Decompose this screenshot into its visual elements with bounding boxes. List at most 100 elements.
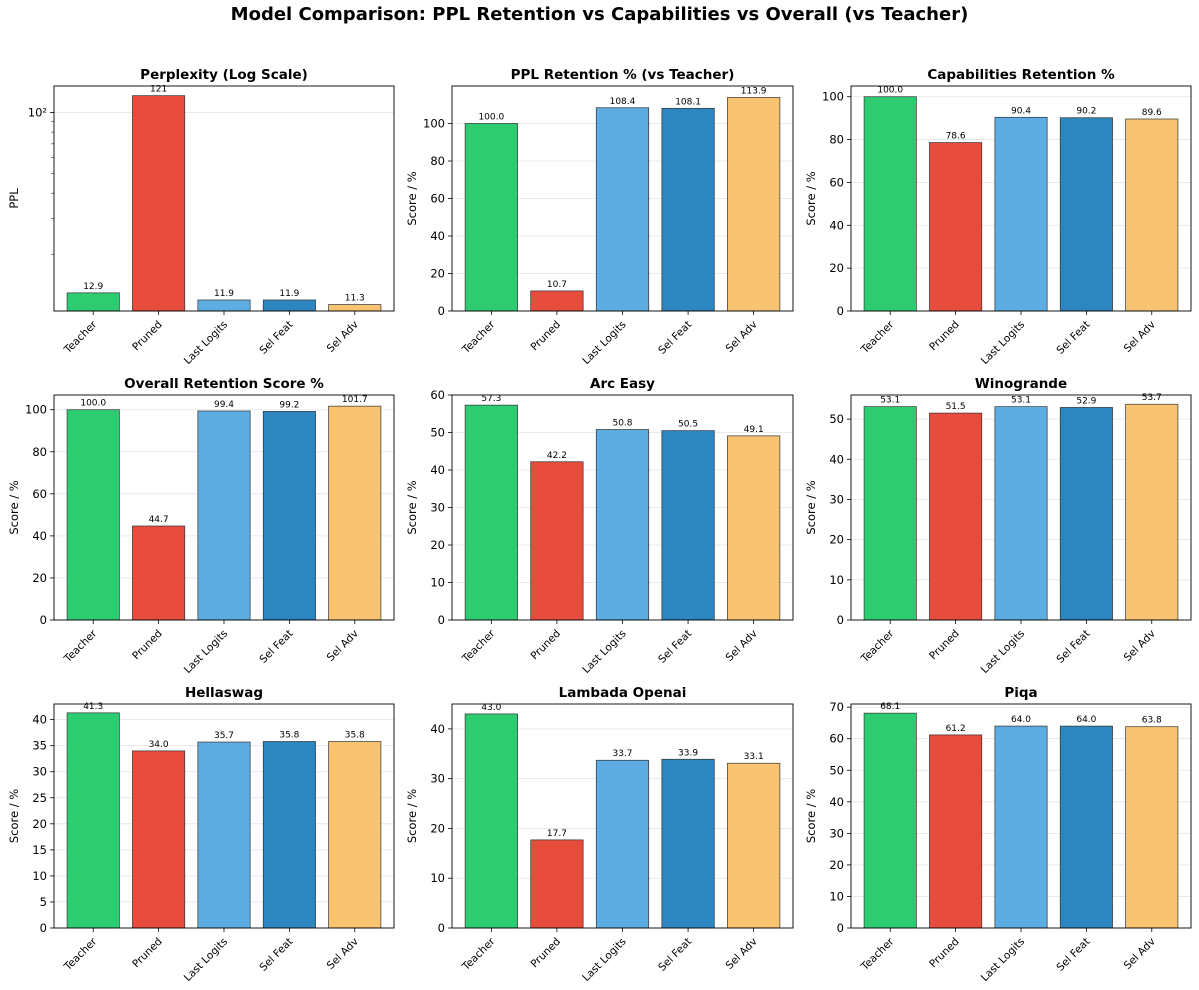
bar [132,95,186,312]
y-tick-label: 100 [25,403,47,417]
bar-value-label: 53.1 [1011,396,1031,406]
y-tick-label: 40 [829,218,844,232]
bar [863,406,917,621]
y-tick-label: 40 [430,463,445,477]
bar [66,292,120,312]
x-tick-label: Last Logits [182,628,230,676]
y-tick-label: 100 [423,117,445,131]
bar-value-label: 101.7 [342,395,368,405]
x-tick-label: Last Logits [580,319,628,367]
x-tick-label: Last Logits [979,628,1027,676]
chart-title: Overall Retention Score % [124,376,324,392]
x-tick-label: Teacher [459,627,497,665]
bar [464,713,518,929]
bar [929,412,983,621]
bar-value-label: 64.0 [1076,715,1096,725]
bar [197,741,251,929]
y-tick-label: 60 [430,192,445,206]
y-tick-label: 10 [829,889,844,903]
x-tick-label: Sel Feat [257,319,295,357]
x-tick-label: Sel Feat [656,319,694,357]
axes-frame [451,85,794,312]
bar-value-label: 12.9 [83,282,103,292]
bar-value-label: 11.9 [279,289,299,299]
y-tick-label: 10² [28,105,47,119]
bar-value-label: 57.3 [481,394,501,404]
y-tick-label: 35 [32,739,47,753]
bar-value-label: 90.2 [1076,107,1096,117]
bar [132,525,186,621]
x-tick-label: Sel Feat [656,628,694,666]
y-tick-label: 60 [430,388,445,402]
x-tick-label: Sel Adv [724,319,760,355]
y-tick-label: 0 [438,304,445,318]
bar-value-label: 50.8 [612,419,632,429]
chart-panel: 10² 12.9 Teacher 121 Pruned 11.9 Last Logits 11… [7,67,395,367]
bar [66,712,120,929]
x-tick-label: Pruned [927,936,962,971]
x-tick-label: Last Logits [979,319,1027,367]
chart-panel: 0 20 40 60 80 100 100.0 Teacher 10.7 Pruned 108.4 L… [405,67,794,367]
bar [929,734,983,929]
bar-value-label: 11.3 [345,294,365,304]
y-axis-label: PPL [7,188,21,209]
chart-panel: 0 10 20 30 40 43.0 Teacher 17.7 Pruned 33.7 Last L… [405,685,794,984]
chart-title: Piqa [1004,685,1037,701]
y-tick-label: 80 [32,445,47,459]
x-tick-label: Teacher [459,318,497,356]
bar-value-label: 34.0 [149,740,169,750]
bar-value-label: 78.6 [946,132,966,142]
bar-value-label: 63.8 [1142,716,1162,726]
bar [727,762,781,929]
y-tick-label: 20 [829,261,844,275]
x-tick-label: Pruned [528,936,563,971]
chart-panel: 0 10 20 30 40 50 53.1 Teacher 51.5 Pruned 53.1 Last… [804,376,1192,676]
bar-value-label: 61.2 [946,724,966,734]
bar [66,409,120,621]
bar-value-label: 11.9 [214,289,234,299]
x-tick-label: Sel Adv [1122,936,1158,972]
bar-value-label: 53.7 [1142,393,1162,403]
chart-panel: 0 10 20 30 40 50 60 70 68.1 Teacher 61.2 Pruned 64.0… [804,685,1192,984]
chart-panel: 0 5 10 15 20 25 30 35 40 41.3 Teacher 34.0 Pruned 35.… [7,685,395,984]
y-tick-label: 30 [829,492,844,506]
bar [661,758,715,929]
y-tick-label: 15 [32,843,47,857]
x-tick-label: Teacher [858,627,896,665]
chart-title: PPL Retention % (vs Teacher) [511,67,735,83]
bar [727,97,781,312]
bar-value-label: 35.7 [214,731,234,741]
axes-frame [850,703,1192,929]
bar [530,290,584,312]
bar [1125,118,1179,312]
chart-panel: 0 20 40 60 80 100 100.0 Teacher 78.6 Pruned 90.4 La… [804,67,1192,367]
chart-title: Winogrande [975,376,1067,392]
bar [661,107,715,312]
bar-value-label: 64.0 [1011,715,1031,725]
x-tick-label: Sel Feat [257,936,295,974]
bar-value-label: 100.0 [478,113,504,123]
x-tick-label: Teacher [61,318,99,356]
bar [197,410,251,621]
y-tick-label: 40 [829,795,844,809]
x-tick-label: Teacher [858,935,896,973]
y-axis-label: Score / % [7,480,21,534]
axes-frame [850,394,1192,621]
y-tick-label: 20 [430,821,445,835]
y-tick-label: 0 [837,921,844,935]
x-tick-label: Sel Adv [325,319,361,355]
y-tick-label: 40 [430,229,445,243]
bar-value-label: 68.1 [880,702,900,712]
bar [328,741,382,929]
y-axis-label: Score / % [405,789,419,843]
x-tick-label: Pruned [927,319,962,354]
chart-panel: 0 20 40 60 80 100 100.0 Teacher 44.7 Pruned 99.4 La… [7,376,395,676]
y-axis-label: Score / % [804,480,818,534]
y-tick-label: 60 [829,175,844,189]
bar [530,461,584,621]
axes-frame [53,703,395,929]
axes-frame [451,394,794,621]
bar-value-label: 99.2 [279,400,299,410]
bar [994,725,1048,929]
bar [661,430,715,621]
